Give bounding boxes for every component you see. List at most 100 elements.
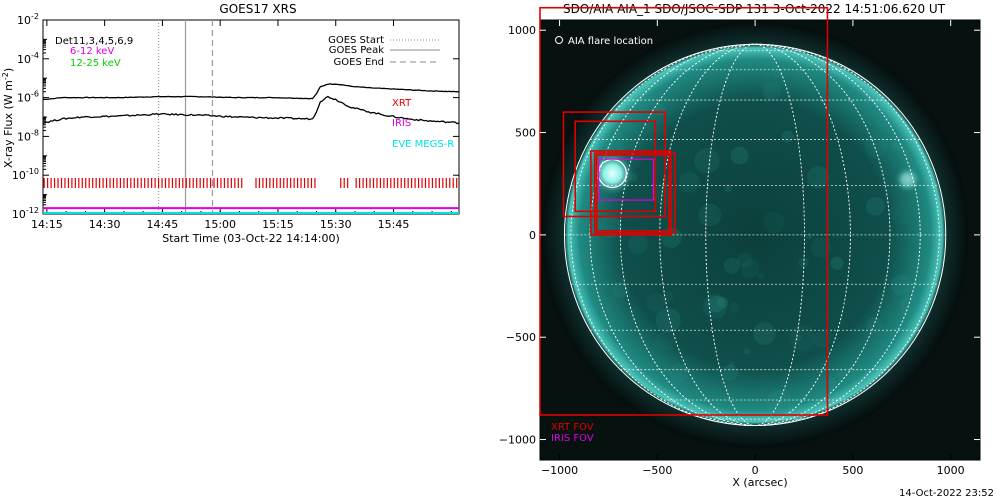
active-region-blob xyxy=(717,297,728,308)
active-region-blob xyxy=(737,252,753,268)
label-eve-megs-r: EVE MEGS-R xyxy=(392,139,454,150)
active-region-blob xyxy=(866,196,885,216)
y-tick-label: 500 xyxy=(515,127,536,140)
y-tick-label-base: 10 xyxy=(17,92,31,105)
y-tick-label: 10-4 xyxy=(17,51,39,66)
active-region-blob xyxy=(669,363,689,383)
xrt-fov-box xyxy=(590,150,672,236)
active-region-blob xyxy=(627,234,648,255)
xrt-fov-box xyxy=(574,120,657,213)
y-tick-label: 1000 xyxy=(508,24,536,37)
aia-image xyxy=(541,21,969,449)
x-tick-label: 14:15 xyxy=(31,218,63,231)
active-region-blob xyxy=(810,237,832,258)
y-tick-label-base: 10 xyxy=(12,169,26,182)
active-region-blob xyxy=(694,148,720,174)
y-tick-label-exponent: -4 xyxy=(31,51,39,60)
active-region-blob xyxy=(611,281,629,299)
active-region-blob xyxy=(766,390,792,416)
goes-x-axis-label: Start Time (03-Oct-22 14:14:00) xyxy=(162,232,340,245)
goes-y-axis-label: X-ray Flux (W m-2) xyxy=(1,68,15,168)
active-region-blob xyxy=(836,368,849,380)
active-region-blob xyxy=(724,184,732,193)
aia-x-axis-label: X (arcsec) xyxy=(732,476,787,489)
active-region-blob xyxy=(740,259,760,278)
y-tick-label-base: 10 xyxy=(17,130,31,143)
active-region-blob xyxy=(653,103,666,116)
x-tick-label: 0 xyxy=(752,464,759,477)
active-region-blob xyxy=(757,272,765,280)
y-tick-label: 10-8 xyxy=(17,128,39,143)
flare-location-legend-icon xyxy=(555,36,563,44)
limb-outline xyxy=(563,43,947,427)
y-tick-label-exponent: -8 xyxy=(31,128,39,137)
active-region-blob xyxy=(723,257,741,274)
aia-image-panel: SDO/AIA AIA_1 SDO/JSOC-SDP 131 3-Oct-202… xyxy=(499,2,994,499)
active-region-blob xyxy=(743,348,751,355)
active-region-blob xyxy=(864,134,888,158)
active-region-blob xyxy=(805,232,813,240)
x-tick-label: 14:45 xyxy=(147,218,179,231)
aia-overlay: −1000 −500 0 500 1000 −1000 −500 0 500 1000 xyxy=(499,6,980,477)
legend-aia-flare-location: AIA flare location xyxy=(568,36,653,47)
x-tick-label: 500 xyxy=(842,464,863,477)
longitude-line xyxy=(589,43,921,426)
legend-detectors: Det11,3,4,5,6,9 xyxy=(55,36,133,47)
legend-goes-start: GOES Start xyxy=(328,35,384,46)
active-region-blob xyxy=(722,364,738,381)
y-tick-label: −500 xyxy=(506,331,536,344)
active-region-blob xyxy=(830,256,844,270)
x-tick-label: 15:30 xyxy=(320,218,352,231)
active-region-bright xyxy=(893,165,922,194)
active-region-blob xyxy=(875,115,887,127)
y-tick-label: 10-6 xyxy=(17,90,39,105)
iris-fov-box xyxy=(598,158,655,201)
active-region-blob xyxy=(679,172,700,193)
x-tick-label: 15:15 xyxy=(262,218,294,231)
y-tick-label-exponent: -6 xyxy=(31,90,39,99)
active-region-blob xyxy=(813,331,830,348)
goes-flux-series-2 xyxy=(42,95,460,125)
y-tick-label-exponent: -10 xyxy=(26,167,39,176)
active-region-blob xyxy=(880,137,890,147)
legend-goes-peak: GOES Peak xyxy=(329,45,384,56)
active-region-blob xyxy=(728,361,735,368)
goes-title: GOES17 XRS xyxy=(219,2,296,16)
y-tick-label-base: 10 xyxy=(12,208,26,221)
active-region-blob xyxy=(890,200,915,226)
active-region-blob xyxy=(773,65,786,78)
x-tick-label: 1000 xyxy=(937,464,965,477)
active-region-blob xyxy=(655,307,681,333)
x-tick-label: −500 xyxy=(642,464,672,477)
y-tick-label-base: 10 xyxy=(17,14,31,27)
active-region-blob xyxy=(708,295,725,313)
active-region-blob xyxy=(763,211,785,233)
label-xrt: XRT xyxy=(392,98,412,109)
active-region-blob xyxy=(901,294,921,315)
y-tick-label-base: 10 xyxy=(17,53,31,66)
active-region-blob xyxy=(729,302,740,313)
label-iris: IRIS xyxy=(392,118,411,129)
y-tick-label: 10-10 xyxy=(12,167,39,182)
plot-timestamp: 14-Oct-2022 23:52 xyxy=(899,488,994,499)
active-region-blob xyxy=(789,324,816,351)
xrt-fov-box xyxy=(593,152,676,234)
active-region-blob xyxy=(640,101,649,109)
active-region-blob xyxy=(615,128,624,138)
active-region-blob xyxy=(762,81,782,101)
xrt-fov-box xyxy=(562,111,666,218)
x-tick-label: −1000 xyxy=(541,464,578,477)
y-tick-label: 10-2 xyxy=(17,12,39,27)
legend-xrt-fov: XRT FOV xyxy=(551,422,594,433)
active-region-blob xyxy=(654,331,675,352)
active-region-blob xyxy=(781,130,794,143)
y-tick-label: 0 xyxy=(529,229,536,242)
xrt-fov-box xyxy=(595,154,670,232)
active-region-blob xyxy=(892,140,903,151)
y-tick-label-exponent: -12 xyxy=(26,206,39,215)
active-region-blob xyxy=(698,203,722,227)
active-region-blob xyxy=(617,145,627,155)
goes-flux-series-1 xyxy=(42,83,460,101)
